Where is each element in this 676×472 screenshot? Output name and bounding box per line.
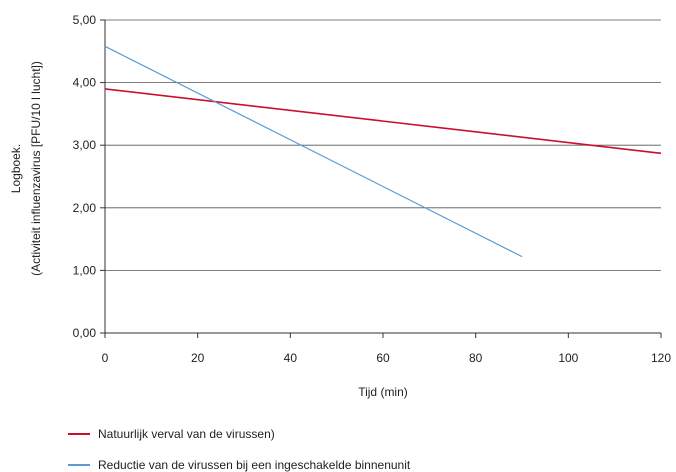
y-tick-label-2: 2,00: [73, 201, 97, 215]
y-tick-label-4: 4,00: [73, 76, 97, 90]
x-tick-label-6: 120: [651, 351, 671, 365]
y-axis-label: Logboek. (Activiteit influenzavirus [PFU/…: [9, 61, 43, 276]
legend-swatch-natural-decay: [68, 433, 90, 435]
x-tick-label-2: 40: [284, 351, 298, 365]
grid-lines: [105, 19, 661, 271]
series-line-1: [104, 45, 523, 258]
x-tick-label-5: 100: [558, 351, 578, 365]
x-tick-label-3: 60: [376, 351, 390, 365]
legend-item-natural-decay: Natuurlijk verval van de virussen): [68, 427, 275, 441]
y-tick-label-5: 5,00: [73, 13, 97, 27]
x-tick-label-4: 80: [469, 351, 483, 365]
legend-label-indoor-unit: Reductie van de virussen bij een ingesch…: [98, 458, 411, 472]
axes: [100, 19, 662, 338]
x-tick-labels: 0 20 40 60 80 100 120: [102, 351, 672, 365]
series-line-0: [104, 88, 662, 155]
series-lines: [104, 45, 662, 258]
y-axis-label-line-0: Logboek.: [9, 144, 23, 193]
y-tick-label-0: 0,00: [73, 326, 97, 340]
legend-label-natural-decay: Natuurlijk verval van de virussen): [98, 427, 275, 441]
y-tick-labels: 0,00 1,00 2,00 3,00 4,00 5,00: [73, 13, 97, 340]
legend-item-indoor-unit: Reductie van de virussen bij een ingesch…: [68, 458, 410, 472]
x-tick-label-1: 20: [191, 351, 205, 365]
x-tick-label-0: 0: [102, 351, 109, 365]
y-axis-label-line-1: (Activiteit influenzavirus [PFU/10 l luc…: [29, 61, 43, 276]
y-tick-label-3: 3,00: [73, 138, 97, 152]
y-tick-label-1: 1,00: [73, 263, 97, 277]
legend-swatch-indoor-unit: [68, 464, 90, 466]
x-axis-label: Tijd (min): [358, 385, 408, 399]
